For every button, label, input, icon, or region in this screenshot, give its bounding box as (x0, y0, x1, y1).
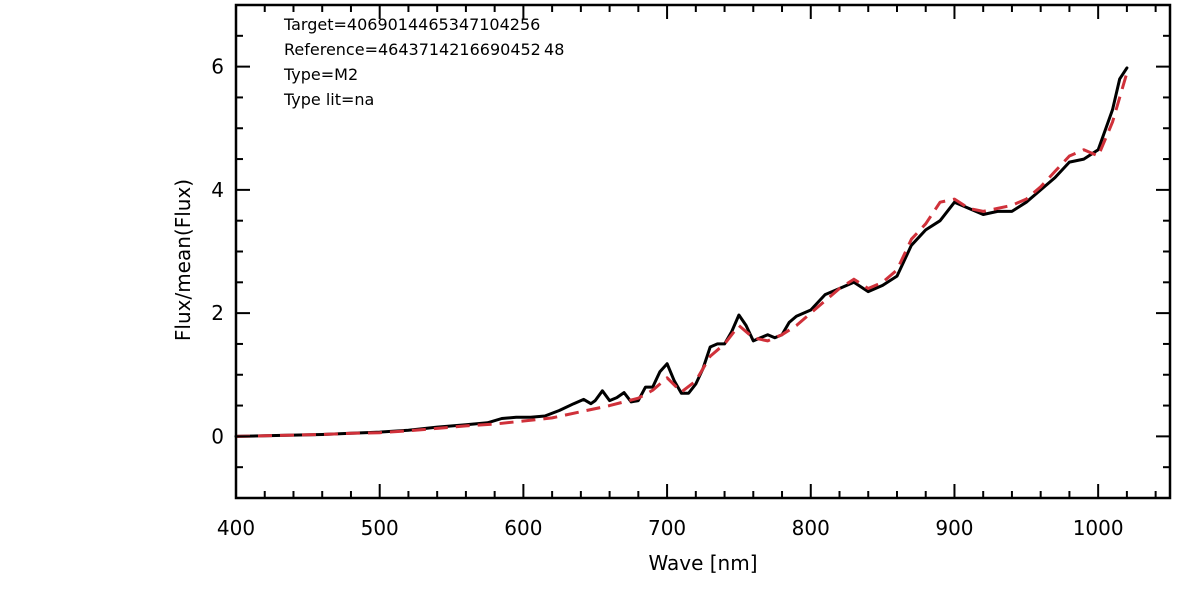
x-tick-label: 600 (504, 516, 542, 540)
y-tick-label: 2 (211, 301, 224, 325)
x-tick-label: 400 (217, 516, 255, 540)
axis-ticks (235, 4, 1170, 499)
y-tick-label: 4 (211, 178, 224, 202)
annotation-line: Target=4069014465347104256 (283, 15, 540, 34)
annotation-line: Type lit=na (283, 90, 374, 109)
target-spectrum-line (234, 66, 1129, 438)
y-axis-title: Flux/mean(Flux) (171, 179, 195, 341)
y-tick-label: 0 (211, 424, 224, 448)
x-tick-label: 700 (648, 516, 686, 540)
x-axis-title: Wave [nm] (648, 551, 757, 575)
plot-frame (234, 3, 1172, 500)
annotation-line: Reference=4643714216690452 48 (284, 40, 564, 59)
tick-labels: 400 500 600 700 800 900 1000 0 2 4 6 (211, 55, 1123, 540)
annotation-block: Target=4069014465347104256 Reference=4643… (283, 15, 564, 109)
series-layer (234, 66, 1129, 438)
x-tick-label: 800 (792, 516, 830, 540)
reference-spectrum-line (235, 72, 1129, 438)
x-tick-label: 1000 (1073, 516, 1124, 540)
x-tick-label: 900 (935, 516, 973, 540)
x-tick-label: 500 (361, 516, 399, 540)
annotation-line: Type=M2 (283, 65, 358, 84)
y-tick-label: 6 (211, 55, 224, 79)
